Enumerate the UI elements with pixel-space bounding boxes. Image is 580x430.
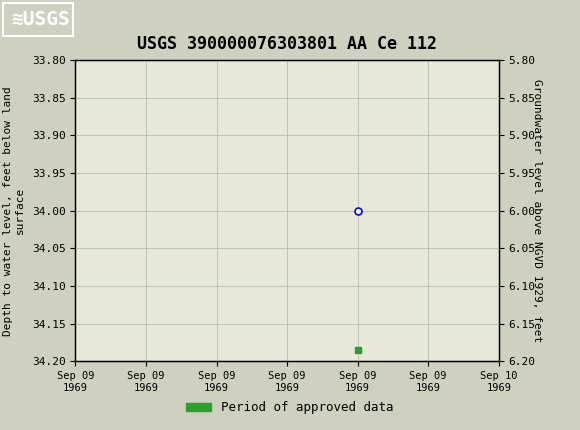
Legend: Period of approved data: Period of approved data <box>181 396 399 419</box>
Text: ≋USGS: ≋USGS <box>12 10 70 29</box>
Y-axis label: Groundwater level above NGVD 1929, feet: Groundwater level above NGVD 1929, feet <box>532 79 542 342</box>
Y-axis label: Depth to water level, feet below land
surface: Depth to water level, feet below land su… <box>3 86 25 335</box>
Title: USGS 390000076303801 AA Ce 112: USGS 390000076303801 AA Ce 112 <box>137 35 437 53</box>
